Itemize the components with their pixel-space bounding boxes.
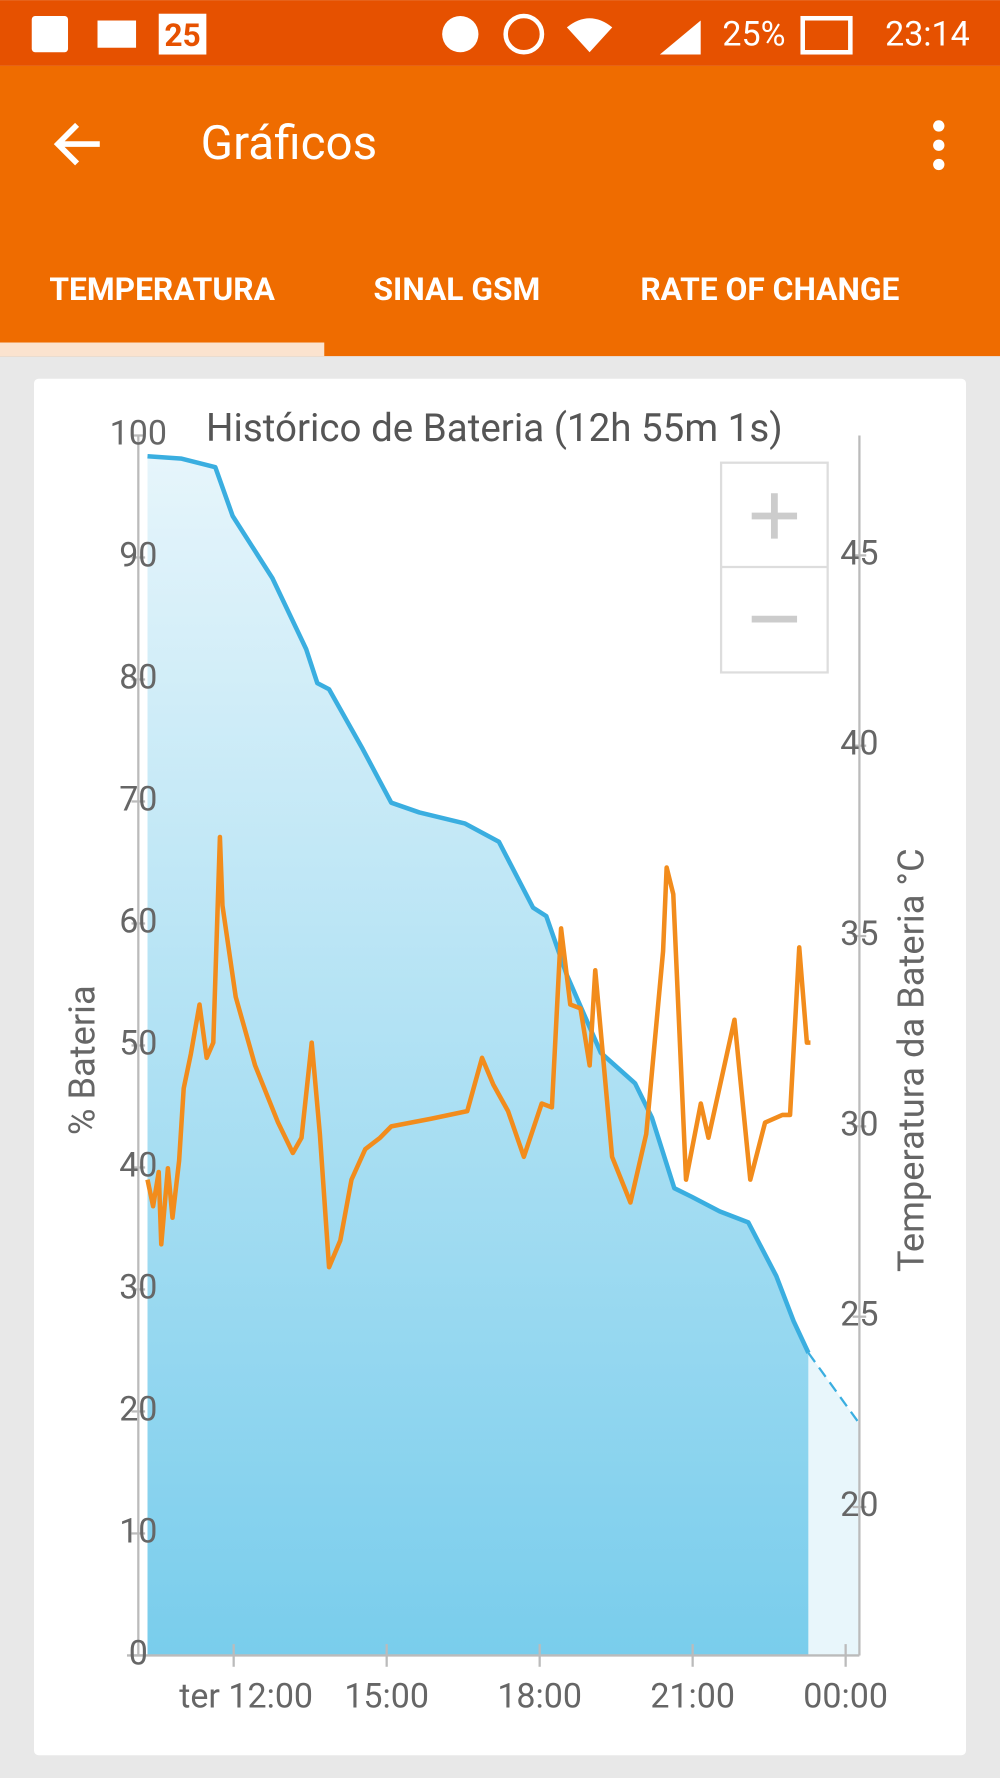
facebook-icon xyxy=(31,15,69,53)
x-tick-label: ter 12:00 xyxy=(179,1677,313,1717)
y-tick-label: 100 xyxy=(110,413,167,453)
zoom-in[interactable] xyxy=(751,493,798,539)
y-tick-label: 40 xyxy=(119,1145,157,1185)
y-tick-label: 30 xyxy=(119,1267,157,1307)
y-tick-label: 20 xyxy=(119,1389,157,1429)
plot: 0 10 20 30 40 50 60 70 80 90 100 20 25 30 35 40 45 ter 12… xyxy=(110,413,888,1716)
line xyxy=(145,834,811,1270)
wifi-icon xyxy=(566,18,613,53)
area xyxy=(147,456,809,1656)
menu-button[interactable] xyxy=(933,120,945,171)
chart-title: Histórico de Bateria (12h 55m 1s) xyxy=(206,406,783,451)
y2-tick-label: 25 xyxy=(840,1295,878,1335)
back-button[interactable] xyxy=(53,122,100,166)
dnd-icon xyxy=(442,15,479,53)
y-tick-label: 0 xyxy=(129,1633,148,1673)
y2-tick-label: 35 xyxy=(840,914,878,954)
y2-tick-label: 20 xyxy=(840,1485,878,1525)
tab-indicator xyxy=(0,342,325,357)
y-tick-label: 70 xyxy=(119,779,157,819)
mail-icon xyxy=(97,20,137,48)
app-title: Gráficos xyxy=(201,115,378,171)
y2-tick-label: 45 xyxy=(840,533,878,573)
line xyxy=(147,453,811,1354)
calendar-day: 25 xyxy=(164,17,200,54)
x-tick-label: 18:00 xyxy=(497,1677,582,1717)
y2-tick-label: 30 xyxy=(840,1104,878,1144)
x-tick-label: 00:00 xyxy=(803,1677,888,1717)
y-tick-label: 60 xyxy=(119,901,157,941)
y-tick-label: 90 xyxy=(119,535,157,575)
y-tick-label: 10 xyxy=(119,1511,157,1551)
clock: 23:14 xyxy=(885,14,970,54)
x-tick-label: 15:00 xyxy=(344,1677,429,1717)
y2-axis-title: Temperatura da Bateria °C xyxy=(889,848,932,1272)
app-bar xyxy=(0,65,1000,357)
alarm-icon xyxy=(503,13,545,55)
battery-icon xyxy=(800,15,853,55)
y2-tick-label: 40 xyxy=(840,724,878,764)
battery-percent: 25% xyxy=(722,14,785,54)
tab[interactable]: SINAL GSM xyxy=(374,271,541,308)
calendar-icon xyxy=(158,13,207,55)
y-tick-label: 50 xyxy=(119,1023,157,1063)
tab[interactable]: TEMPERATURA xyxy=(49,271,275,308)
tab[interactable]: RATE OF CHANGE xyxy=(640,271,899,308)
y-tick-label: 80 xyxy=(119,657,157,697)
signal-icon xyxy=(659,20,701,55)
x-tick-label: 21:00 xyxy=(650,1677,735,1717)
y-axis-title: % Bateria xyxy=(61,985,104,1135)
line xyxy=(807,1352,861,1425)
projection-area xyxy=(808,1352,860,1656)
